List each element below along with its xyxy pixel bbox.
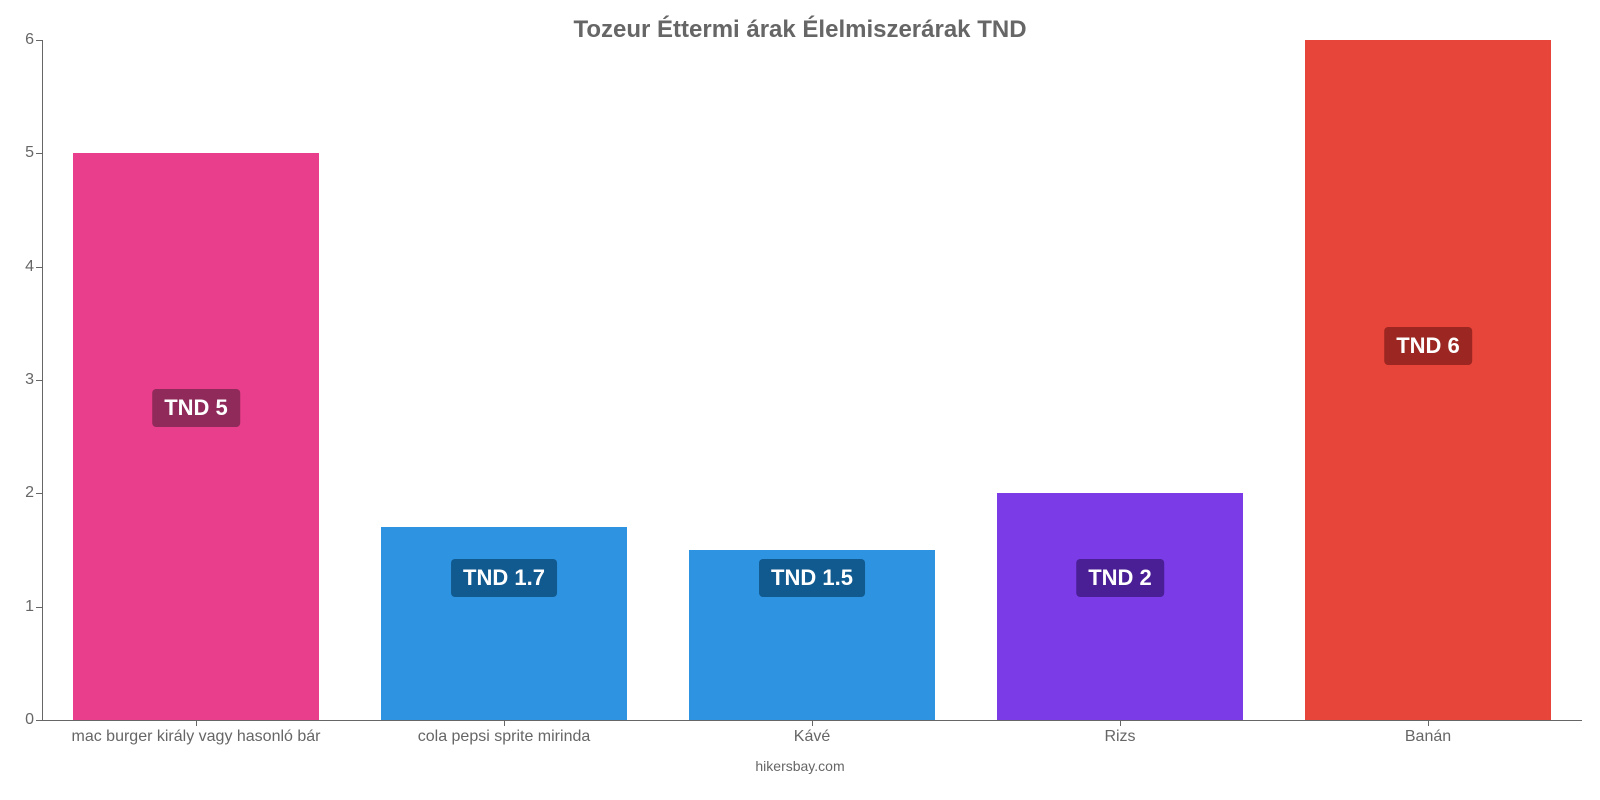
bar [1305, 40, 1551, 720]
x-tick-mark [1428, 720, 1429, 726]
y-tick-mark [36, 607, 42, 608]
x-tick-label: Kávé [794, 728, 830, 746]
y-tick-mark [36, 267, 42, 268]
value-badge: TND 6 [1384, 327, 1472, 365]
y-axis-line [42, 40, 43, 720]
y-tick-mark [36, 153, 42, 154]
y-tick-label: 4 [25, 258, 34, 276]
attribution: hikersbay.com [0, 758, 1600, 774]
bar [381, 527, 627, 720]
plot-area: 0123456mac burger király vagy hasonló bá… [42, 40, 1582, 720]
value-badge: TND 1.5 [759, 559, 865, 597]
x-tick-mark [1120, 720, 1121, 726]
y-tick-label: 6 [25, 31, 34, 49]
y-tick-mark [36, 493, 42, 494]
bar-chart: Tozeur Éttermi árak Élelmiszerárak TND 0… [0, 0, 1600, 800]
x-tick-mark [504, 720, 505, 726]
y-tick-label: 2 [25, 484, 34, 502]
y-tick-label: 3 [25, 371, 34, 389]
x-tick-label: Rizs [1104, 728, 1135, 746]
value-badge: TND 5 [152, 389, 240, 427]
value-badge: TND 1.7 [451, 559, 557, 597]
y-tick-mark [36, 380, 42, 381]
x-tick-label: mac burger király vagy hasonló bár [71, 728, 320, 746]
y-tick-label: 0 [25, 711, 34, 729]
y-tick-mark [36, 40, 42, 41]
x-tick-label: Banán [1405, 728, 1451, 746]
y-tick-label: 1 [25, 598, 34, 616]
bar [997, 493, 1243, 720]
x-tick-mark [812, 720, 813, 726]
y-tick-mark [36, 720, 42, 721]
y-tick-label: 5 [25, 144, 34, 162]
x-tick-mark [196, 720, 197, 726]
x-tick-label: cola pepsi sprite mirinda [418, 728, 591, 746]
bar [73, 153, 319, 720]
value-badge: TND 2 [1076, 559, 1164, 597]
